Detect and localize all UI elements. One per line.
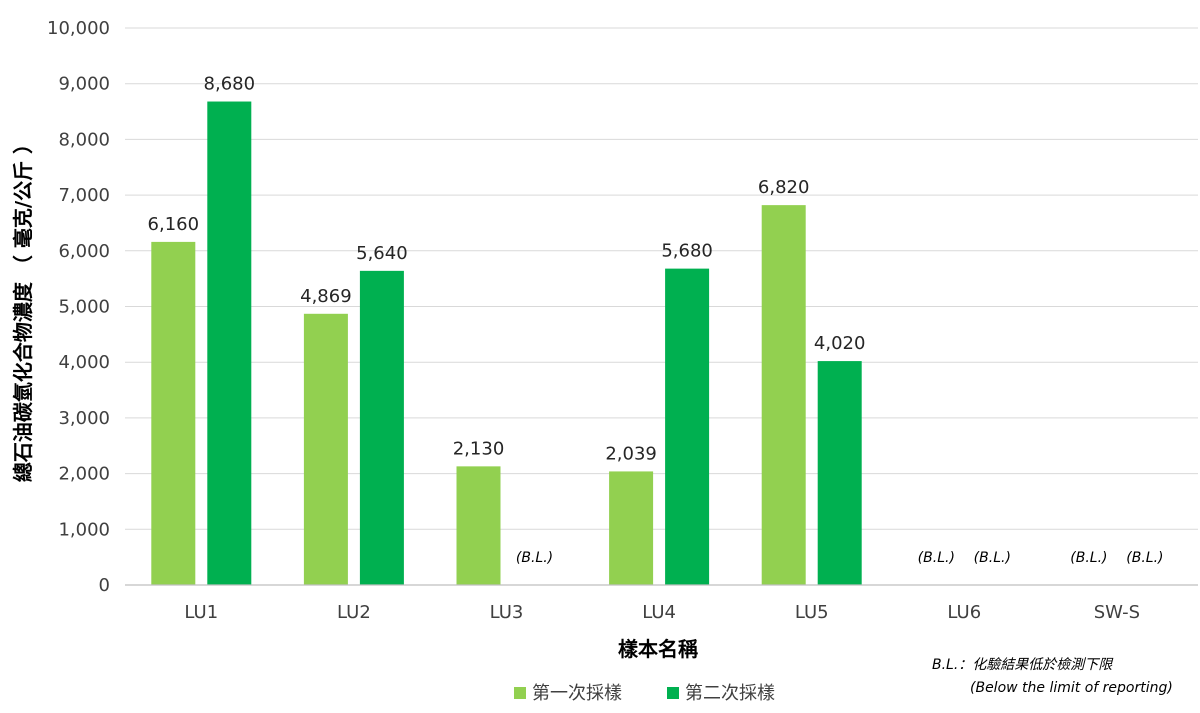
y-tick-label: 7,000: [58, 185, 110, 206]
data-label: 2,130: [453, 438, 505, 459]
x-category-label: LU6: [947, 602, 981, 623]
below-limit-label: (B.L.): [918, 550, 955, 566]
bar-lu2-series-1: [303, 313, 348, 585]
data-label: 2,039: [605, 443, 657, 464]
y-axis-title: 總石油碳氫化合物濃度 （ 毫克/公斤 ）: [11, 134, 35, 482]
data-labels: 6,160 8,680 4,869 5,640 2,130 (B.L.) 2,039 5,68…: [148, 74, 1164, 566]
y-tick-label: 1,000: [58, 519, 110, 540]
data-label: 5,680: [661, 241, 713, 262]
below-limit-label: (B.L.): [516, 550, 553, 566]
below-limit-label: (B.L.): [1126, 550, 1163, 566]
y-tick-label: 10,000: [47, 18, 110, 39]
x-axis-title: 樣本名稱: [618, 637, 698, 661]
legend: 第一次採樣 第二次採樣: [514, 683, 775, 704]
bar-lu1-series-1: [151, 241, 196, 585]
below-limit-label: (B.L.): [1070, 550, 1107, 566]
legend-swatch-first-sampling: [514, 687, 526, 699]
y-tick-label: 8,000: [58, 129, 110, 150]
data-label: 6,820: [758, 177, 810, 198]
y-tick-label: 0: [99, 575, 110, 596]
x-category-label: LU5: [795, 602, 829, 623]
bar-lu5-series-1: [761, 205, 806, 585]
below-limit-label: (B.L.): [974, 550, 1011, 566]
y-tick-label: 9,000: [58, 74, 110, 95]
bar-lu4-series-2: [665, 268, 710, 585]
note-bl-english: (Below the limit of reporting): [970, 680, 1173, 696]
data-label: 4,020: [814, 333, 866, 354]
x-category-label: LU1: [184, 602, 218, 623]
y-tick-label: 5,000: [58, 297, 110, 318]
y-axis-ticks: 0 1,000 2,000 3,000 4,000 5,000 6,000 7,000 8,00…: [47, 18, 110, 596]
y-tick-label: 2,000: [58, 464, 110, 485]
note-bl-definition: B.L.：化驗結果低於檢測下限: [932, 657, 1114, 673]
y-tick-label: 4,000: [58, 352, 110, 373]
data-label: 8,680: [204, 74, 256, 95]
x-category-label: LU4: [642, 602, 676, 623]
y-tick-label: 3,000: [58, 408, 110, 429]
bar-lu5-series-2: [817, 361, 862, 585]
x-category-label: SW-S: [1094, 602, 1140, 623]
bar-lu4-series-1: [609, 471, 654, 585]
legend-swatch-second-sampling: [667, 687, 679, 699]
bars: [151, 101, 862, 586]
data-label: 6,160: [148, 214, 200, 235]
y-tick-label: 6,000: [58, 241, 110, 262]
x-category-label: LU2: [337, 602, 371, 623]
gridlines: [125, 27, 1198, 530]
legend-label-first-sampling: 第一次採樣: [532, 683, 622, 704]
bar-lu1-series-2: [207, 101, 252, 586]
bar-lu2-series-2: [359, 270, 404, 585]
x-axis-categories: LU1 LU2 LU3 LU4 LU5 LU6 SW-S: [184, 602, 1140, 623]
x-category-label: LU3: [490, 602, 524, 623]
data-label: 4,869: [300, 286, 352, 307]
legend-label-second-sampling: 第二次採樣: [685, 683, 775, 704]
data-label: 5,640: [356, 243, 408, 264]
bar-lu3-series-1: [456, 466, 501, 585]
